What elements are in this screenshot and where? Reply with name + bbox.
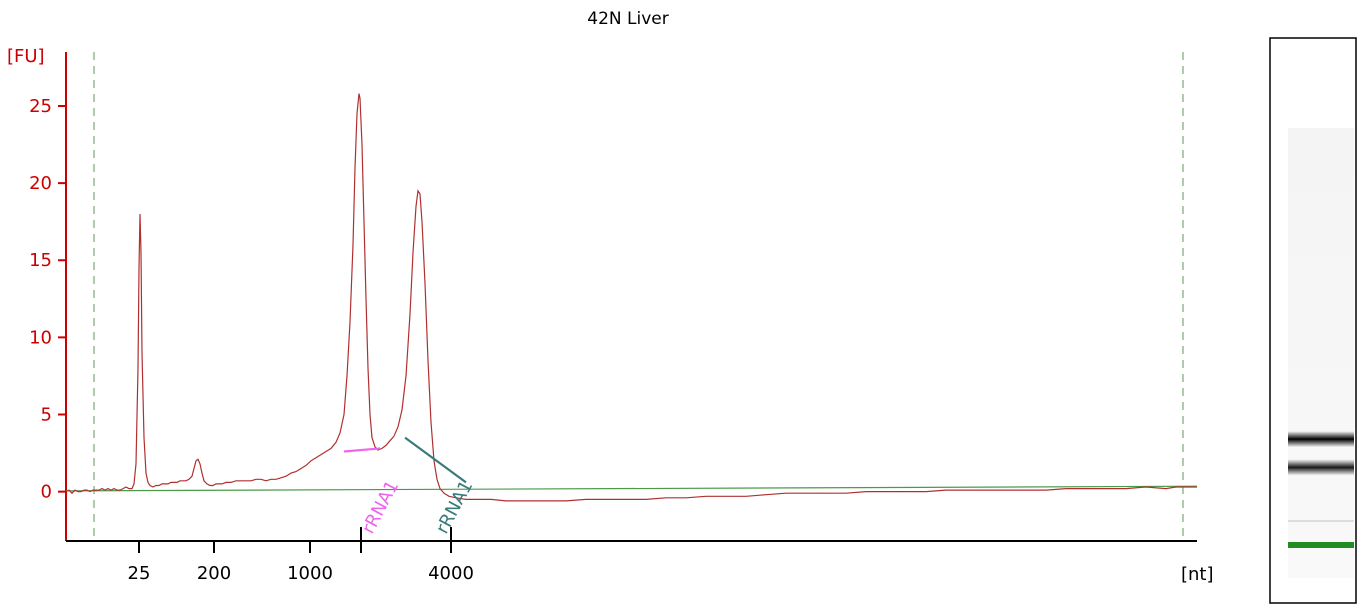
gel-band bbox=[1288, 431, 1354, 448]
x-axis-unit-label: [nt] bbox=[1181, 564, 1214, 585]
x-tick-label: 25 bbox=[128, 563, 151, 584]
y-axis-unit-label: [FU] bbox=[7, 46, 45, 67]
series-trace bbox=[65, 93, 1197, 502]
annotation-line bbox=[343, 447, 381, 453]
gel-bands bbox=[1288, 431, 1354, 476]
baseline-line bbox=[65, 485, 1198, 492]
annotation-label: rRNA1 bbox=[358, 477, 403, 537]
gel-faint-band bbox=[1288, 520, 1354, 522]
x-tick-label: 1000 bbox=[287, 563, 333, 584]
y-tick-label: 25 bbox=[29, 96, 52, 117]
y-tick-label: 5 bbox=[41, 405, 52, 426]
y-tick-label: 15 bbox=[29, 250, 52, 271]
annotation-line bbox=[404, 436, 467, 484]
x-tick-label: 4000 bbox=[428, 563, 474, 584]
gel-band bbox=[1288, 459, 1354, 476]
gel-lane-background bbox=[1288, 128, 1354, 578]
y-tick-label: 0 bbox=[41, 482, 52, 503]
y-tick-label: 20 bbox=[29, 173, 52, 194]
y-tick-label: 10 bbox=[29, 327, 52, 348]
chart-title: 42N Liver bbox=[587, 9, 668, 29]
x-tick-label: 200 bbox=[197, 563, 231, 584]
gel-lane bbox=[1269, 37, 1357, 604]
gel-marker-band bbox=[1288, 542, 1354, 548]
